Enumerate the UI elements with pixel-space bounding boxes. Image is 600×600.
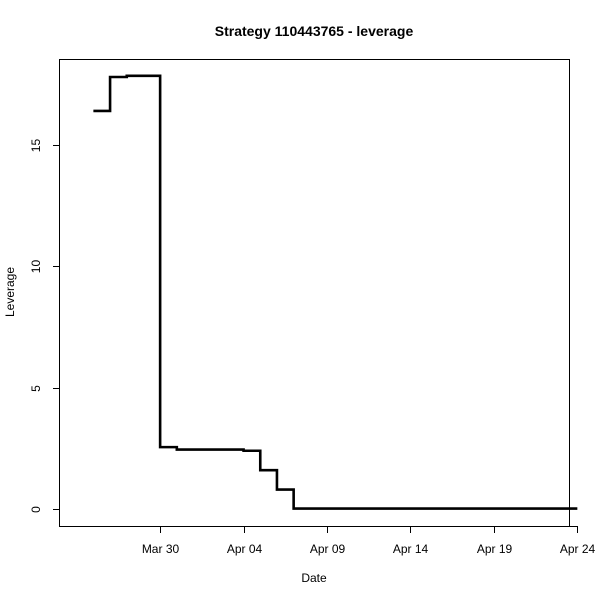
y-tick-label: 5 bbox=[29, 385, 43, 392]
x-tick-label: Apr 24 bbox=[560, 542, 596, 556]
y-axis: 0 5 10 15 bbox=[29, 139, 60, 513]
plot-area bbox=[59, 59, 570, 527]
series-line-leverage bbox=[93, 74, 578, 510]
y-axis-label: Leverage bbox=[3, 267, 17, 317]
y-tick-label: 0 bbox=[29, 506, 43, 513]
x-tick-label: Apr 19 bbox=[477, 542, 513, 556]
y-tick-label: 10 bbox=[29, 260, 43, 274]
series-layer bbox=[93, 74, 578, 510]
y-tick-label: 15 bbox=[29, 139, 43, 153]
x-axis-label: Date bbox=[301, 571, 327, 585]
x-tick-label: Mar 30 bbox=[142, 542, 180, 556]
x-tick-label: Apr 09 bbox=[310, 542, 346, 556]
x-axis: Mar 30 Apr 04 Apr 09 Apr 14 Apr 19 Apr 24 bbox=[142, 526, 596, 556]
x-tick-label: Apr 04 bbox=[227, 542, 263, 556]
x-tick-label: Apr 14 bbox=[393, 542, 429, 556]
chart-title: Strategy 110443765 - leverage bbox=[215, 23, 414, 39]
